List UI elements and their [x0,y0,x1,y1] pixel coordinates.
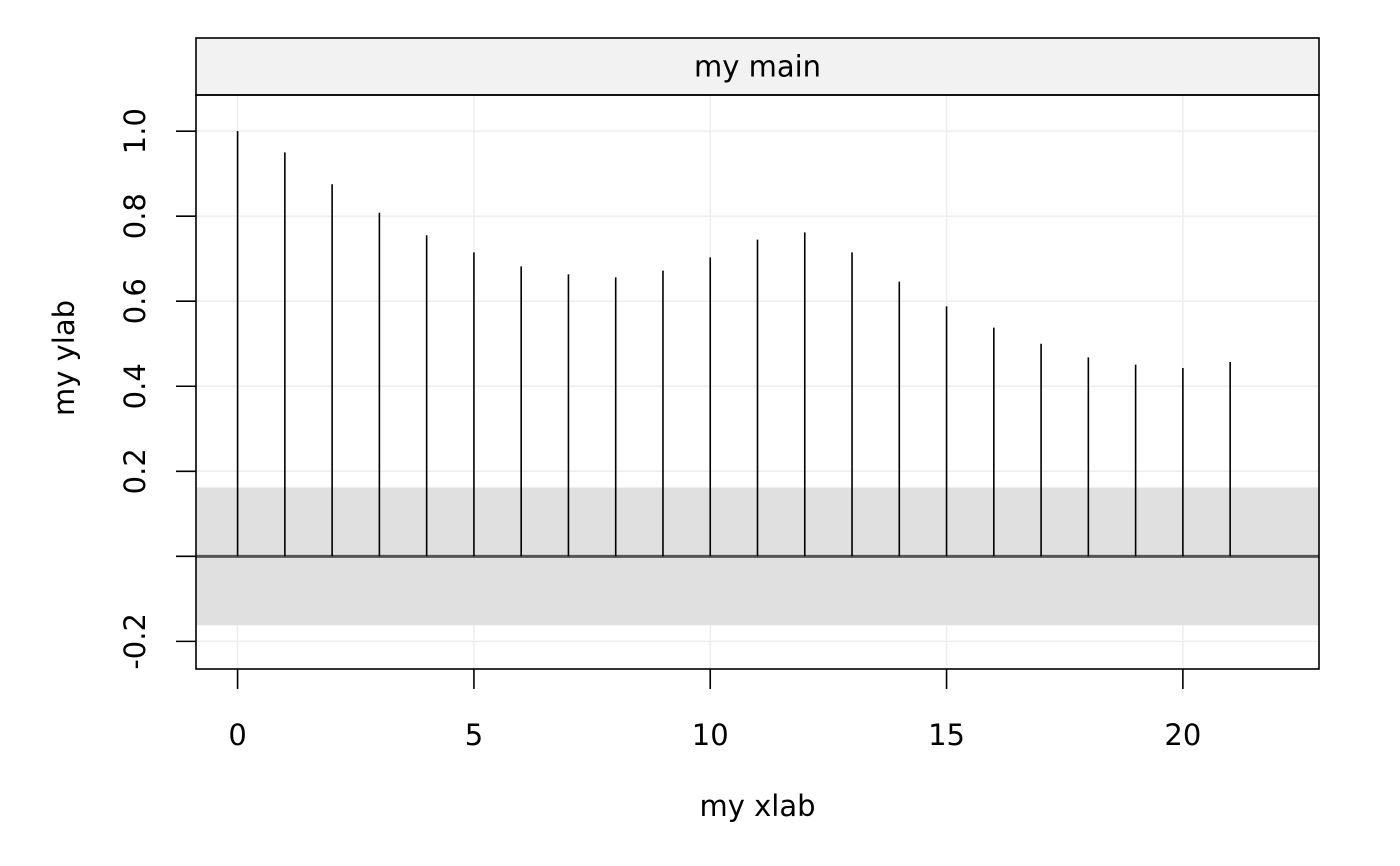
acf-stems [236,131,1231,557]
x-tick-label: 5 [465,718,483,752]
panel-frame [195,94,1320,670]
x-tick-label: 10 [692,718,729,752]
y-tick-label: -0.2 [118,613,152,670]
y-tick-label: 0.6 [118,278,152,324]
x-tick-label: 20 [1164,718,1201,752]
y-tick-label: 0.4 [118,363,152,409]
title-strip [195,37,1320,96]
chart-title: my main [694,50,821,84]
y-tick-label: 0.8 [118,193,152,239]
x-axis-label: my xlab [699,789,815,823]
y-tick-label: 0.2 [118,448,152,494]
x-tick-label: 15 [928,718,965,752]
y-tick-label: 1.0 [118,108,152,154]
y-axis-label: my ylab [47,300,81,416]
x-tick-label: 0 [228,718,246,752]
x-axis: 0 5 10 15 20 [228,669,1201,752]
y-axis: -0.2 0.2 0.4 0.6 0.8 1.0 [118,108,196,670]
